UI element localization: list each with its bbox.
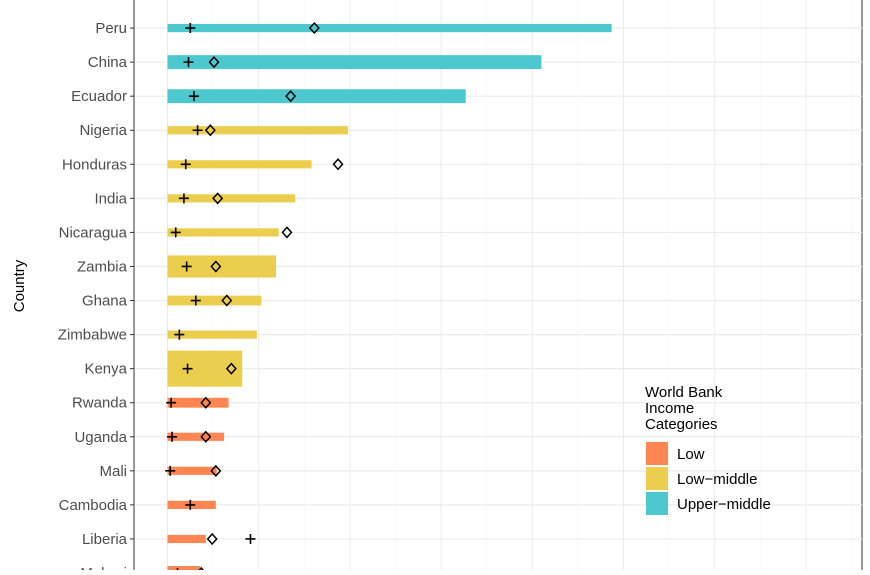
bar-rwanda <box>167 397 229 408</box>
diamond-marker <box>210 260 222 273</box>
plus-marker <box>183 57 194 68</box>
diamond-marker <box>281 226 293 239</box>
diamond-marker <box>308 21 320 35</box>
y-tick-label: Liberia <box>82 531 128 548</box>
diamond-marker <box>200 430 212 443</box>
plus-marker <box>192 125 203 136</box>
y-tick-label: Zambia <box>77 258 128 275</box>
y-tick-label: Kenya <box>84 361 127 378</box>
legend-swatch <box>646 467 668 490</box>
plus-marker <box>180 159 191 170</box>
legend-title: Categories <box>645 416 718 433</box>
bar-zambia <box>167 255 277 278</box>
diamond-marker <box>285 90 297 103</box>
plus-marker <box>190 295 201 306</box>
bar-india <box>167 194 296 203</box>
y-axis: Colombia Peru China Ecuador Nigeria Honduras I… <box>58 0 135 575</box>
plus-marker <box>185 499 196 510</box>
plus-marker <box>245 533 256 544</box>
y-tick-label: Zimbabwe <box>58 327 127 344</box>
plus-marker <box>167 431 178 442</box>
plus-marker <box>165 465 176 476</box>
bar-china <box>167 55 542 70</box>
diamond-marker <box>200 396 212 409</box>
diamond-marker <box>208 55 220 69</box>
legend-swatch <box>646 492 668 515</box>
y-tick-label: Ghana <box>82 293 128 310</box>
plus-marker <box>181 261 192 272</box>
legend-title: World Bank <box>645 384 723 401</box>
y-tick-label: Nicaragua <box>59 224 128 241</box>
diamond-marker <box>212 192 224 205</box>
y-tick-label: Mali <box>99 463 127 480</box>
legend-swatch <box>646 442 668 465</box>
plus-marker <box>178 193 189 204</box>
plus-marker <box>170 227 181 238</box>
bar-nicaragua <box>167 228 279 237</box>
bar-kenya <box>167 350 243 387</box>
bar-ghana <box>167 295 262 306</box>
y-tick-label: Malawi <box>80 565 127 570</box>
plus-marker <box>174 329 185 340</box>
y-tick-label: India <box>94 190 127 207</box>
y-tick-label: Ecuador <box>71 88 127 105</box>
y-tick-label: Cambodia <box>59 497 128 514</box>
diamond-marker <box>210 464 222 477</box>
y-tick-label: Peru <box>95 20 127 37</box>
bar-uganda <box>167 432 225 441</box>
bar-peru <box>167 23 612 33</box>
diamond-marker <box>332 158 344 171</box>
bar-ecuador <box>167 89 466 104</box>
bar-liberia <box>167 534 206 544</box>
bar-zimbabwe <box>167 330 257 339</box>
bar-malawi <box>167 566 201 575</box>
plus-marker <box>182 363 193 374</box>
y-tick-label: Colombia <box>64 0 128 3</box>
diamond-marker <box>204 124 216 137</box>
legend-title: Income <box>645 400 694 417</box>
y-tick-label: Nigeria <box>79 122 127 139</box>
y-tick-label: Uganda <box>74 429 127 446</box>
legend-label: Low <box>677 446 705 463</box>
markers <box>165 0 344 575</box>
legend-label: Low−middle <box>677 471 757 488</box>
y-tick-label: China <box>88 54 128 71</box>
y-tick-label: Honduras <box>62 156 127 173</box>
bar-nigeria <box>167 126 349 135</box>
bars <box>167 23 612 575</box>
diamond-marker <box>221 294 233 307</box>
y-tick-label: Rwanda <box>72 395 128 412</box>
bar-mali <box>167 466 217 475</box>
y-axis-title: Country <box>11 259 28 312</box>
plus-marker <box>166 397 177 408</box>
bar-honduras <box>167 160 312 169</box>
plus-marker <box>185 23 196 34</box>
diamond-marker <box>225 362 237 375</box>
legend-label: Upper−middle <box>677 496 771 513</box>
diamond-marker <box>206 532 218 546</box>
plus-marker <box>188 91 199 102</box>
